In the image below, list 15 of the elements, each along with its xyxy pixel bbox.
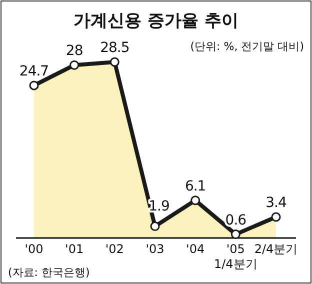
x-tick-label: 2/4분기	[254, 242, 298, 256]
data-label: 0.6	[225, 212, 247, 228]
text: (자료: 한국은행)	[8, 266, 90, 279]
data-label: 24.7	[19, 63, 49, 80]
data-label: 28.5	[100, 40, 130, 56]
x-tick-label: '03	[146, 242, 164, 256]
data-label: 28	[66, 43, 83, 60]
x-tick-label: '01	[65, 242, 84, 256]
data-label: 3.4	[266, 195, 287, 212]
chart-subtitle: (단위: %, 전기말 대비)	[190, 40, 304, 53]
x-tick-label: '02	[105, 242, 124, 256]
x-tick-label: '04	[186, 242, 205, 256]
data-label: 6.1	[184, 178, 206, 194]
chart-title: 가계신용 증가율 추이	[74, 11, 238, 31]
x-tick-label: '00	[24, 242, 44, 256]
